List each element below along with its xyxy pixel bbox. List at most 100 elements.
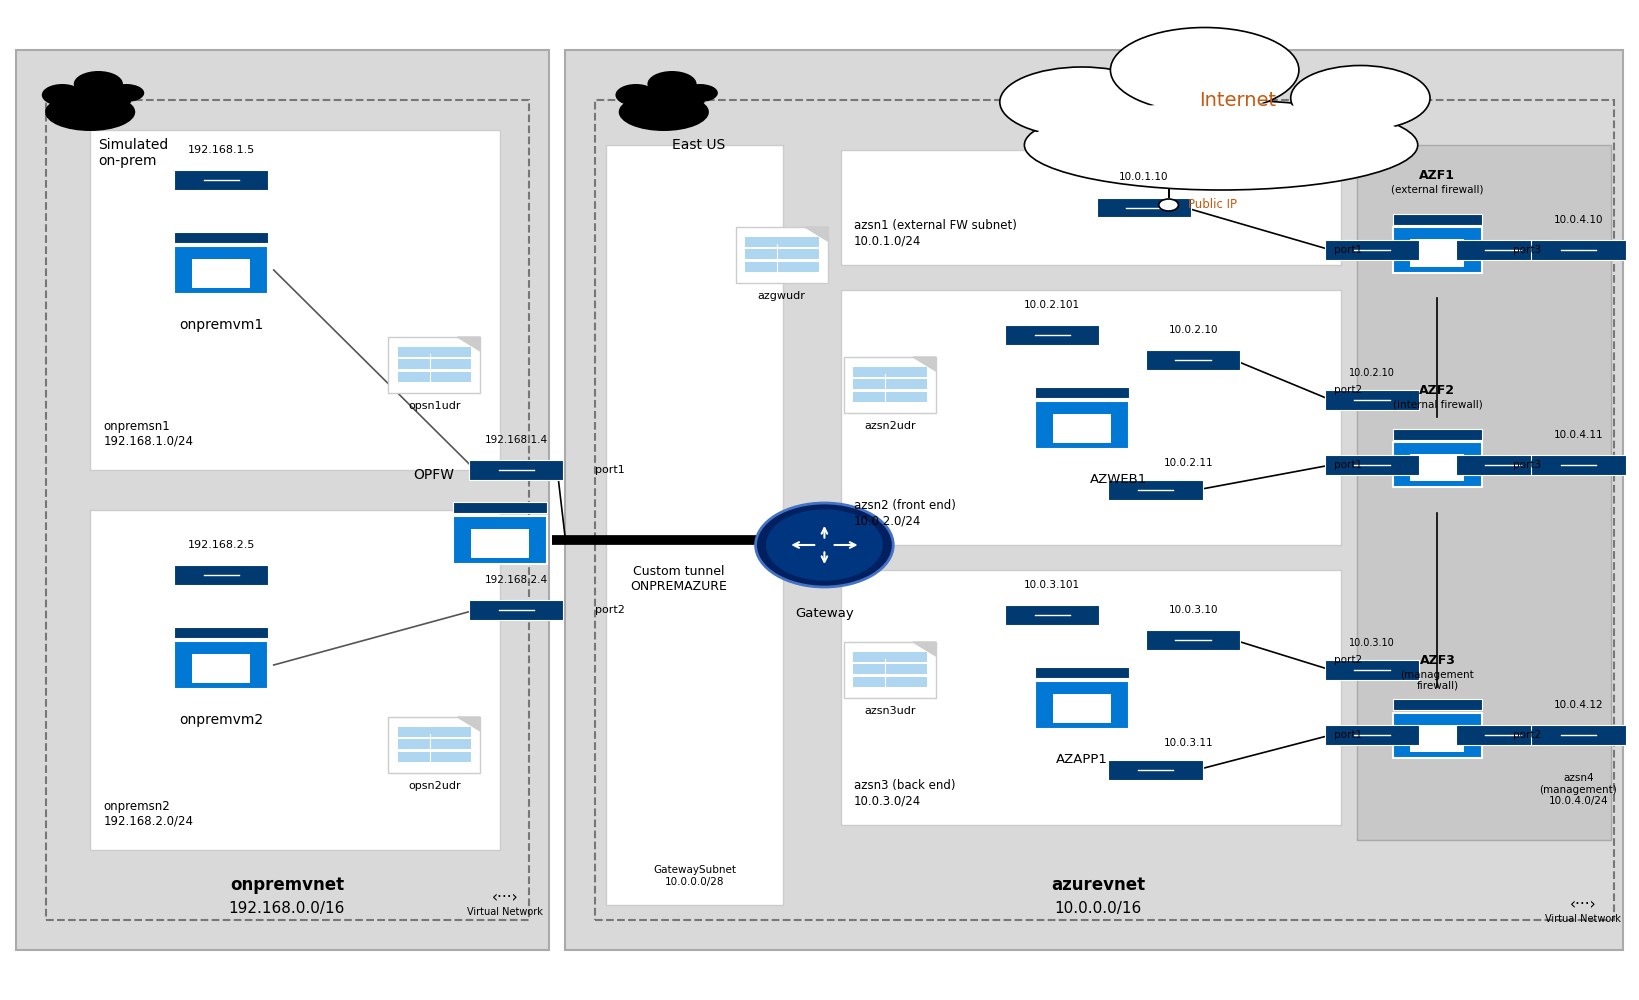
FancyBboxPatch shape (46, 100, 529, 920)
FancyBboxPatch shape (1034, 387, 1129, 398)
Text: 10.0.0.0/16: 10.0.0.0/16 (1054, 900, 1142, 916)
FancyBboxPatch shape (1108, 480, 1203, 500)
Ellipse shape (44, 93, 134, 131)
FancyBboxPatch shape (388, 717, 480, 773)
FancyBboxPatch shape (854, 392, 926, 402)
FancyBboxPatch shape (854, 664, 926, 674)
Text: AZF2: AZF2 (1419, 384, 1455, 397)
FancyBboxPatch shape (1324, 390, 1419, 410)
FancyBboxPatch shape (1531, 455, 1626, 475)
FancyBboxPatch shape (174, 246, 269, 294)
Text: VM: VM (215, 269, 228, 278)
FancyBboxPatch shape (174, 565, 269, 585)
Text: 192.168.0.0/16: 192.168.0.0/16 (228, 900, 346, 916)
FancyBboxPatch shape (746, 249, 818, 259)
Text: port1: port1 (1334, 730, 1362, 740)
FancyBboxPatch shape (1393, 429, 1482, 440)
FancyBboxPatch shape (1324, 240, 1419, 260)
FancyBboxPatch shape (470, 529, 529, 558)
Text: East US: East US (672, 138, 724, 152)
FancyBboxPatch shape (1393, 214, 1482, 225)
FancyBboxPatch shape (1410, 454, 1465, 481)
Ellipse shape (623, 97, 705, 107)
Circle shape (765, 509, 883, 581)
Text: port2: port2 (1334, 385, 1362, 395)
Text: 192.168.1.5: 192.168.1.5 (187, 145, 256, 155)
Text: 10.0.2.10: 10.0.2.10 (1349, 368, 1395, 378)
Text: azsn4
(management)
10.0.4.0/24: azsn4 (management) 10.0.4.0/24 (1539, 773, 1618, 806)
FancyBboxPatch shape (746, 237, 818, 247)
FancyBboxPatch shape (1410, 239, 1465, 266)
FancyBboxPatch shape (736, 227, 828, 283)
Text: VM: VM (1431, 734, 1444, 742)
Text: 10.0.4.11: 10.0.4.11 (1554, 430, 1603, 440)
FancyBboxPatch shape (1146, 630, 1241, 650)
Text: 10.0.3.10: 10.0.3.10 (1169, 605, 1218, 615)
FancyBboxPatch shape (174, 232, 269, 243)
Text: port3: port3 (1513, 460, 1541, 470)
Ellipse shape (87, 110, 93, 113)
Text: port2: port2 (595, 605, 624, 615)
FancyBboxPatch shape (1393, 442, 1482, 487)
Text: VM: VM (1431, 464, 1444, 473)
Text: port1: port1 (595, 465, 624, 475)
FancyBboxPatch shape (841, 290, 1341, 545)
FancyBboxPatch shape (565, 50, 1623, 950)
Text: 10.0.3.101: 10.0.3.101 (1024, 580, 1080, 590)
FancyBboxPatch shape (1357, 145, 1611, 840)
FancyBboxPatch shape (1324, 725, 1419, 745)
Text: (internal firewall): (internal firewall) (1393, 400, 1482, 410)
Text: 192.168.2.5: 192.168.2.5 (187, 540, 256, 550)
Ellipse shape (1028, 103, 1413, 188)
Text: azgwudr: azgwudr (757, 291, 806, 301)
Text: (external firewall): (external firewall) (1392, 185, 1483, 195)
Ellipse shape (616, 84, 656, 106)
FancyBboxPatch shape (1455, 240, 1550, 260)
FancyBboxPatch shape (606, 145, 783, 905)
Text: port3: port3 (1513, 245, 1541, 255)
Text: AZF3: AZF3 (1419, 654, 1455, 667)
Text: OPFW: OPFW (413, 468, 454, 482)
Text: VM: VM (493, 539, 506, 548)
FancyBboxPatch shape (844, 357, 936, 413)
Polygon shape (805, 227, 828, 241)
FancyBboxPatch shape (174, 170, 269, 190)
FancyBboxPatch shape (90, 130, 500, 470)
FancyBboxPatch shape (398, 359, 470, 369)
Text: onpremvnet: onpremvnet (229, 876, 344, 894)
FancyBboxPatch shape (192, 654, 251, 683)
Text: GatewaySubnet
10.0.0.0/28: GatewaySubnet 10.0.0.0/28 (654, 865, 736, 887)
Text: onpremvm1: onpremvm1 (179, 318, 264, 332)
FancyBboxPatch shape (1410, 724, 1465, 752)
Text: port2: port2 (1334, 655, 1362, 665)
Text: Internet: Internet (1198, 91, 1277, 109)
FancyBboxPatch shape (1393, 712, 1482, 758)
FancyBboxPatch shape (746, 262, 818, 272)
Text: 10.0.4.10: 10.0.4.10 (1554, 215, 1603, 225)
FancyBboxPatch shape (1324, 455, 1419, 475)
Text: onpremvm2: onpremvm2 (179, 713, 264, 727)
Text: Custom tunnel
ONPREMAZURE: Custom tunnel ONPREMAZURE (629, 565, 728, 593)
Ellipse shape (647, 71, 697, 97)
Text: onpremsn1
192.168.1.0/24: onpremsn1 192.168.1.0/24 (103, 420, 193, 448)
FancyBboxPatch shape (398, 347, 470, 357)
Ellipse shape (1110, 27, 1298, 112)
Text: Public IP: Public IP (1188, 198, 1237, 212)
Ellipse shape (43, 84, 82, 106)
FancyBboxPatch shape (1005, 325, 1100, 345)
Ellipse shape (682, 84, 718, 102)
FancyBboxPatch shape (1034, 401, 1129, 449)
Text: 192.168.2.4: 192.168.2.4 (485, 575, 547, 585)
Text: azsn1 (external FW subnet)
10.0.1.0/24: azsn1 (external FW subnet) 10.0.1.0/24 (854, 219, 1016, 247)
Text: port1: port1 (1334, 245, 1362, 255)
Polygon shape (457, 717, 480, 731)
FancyBboxPatch shape (1052, 414, 1111, 443)
Text: (management: (management (1401, 670, 1473, 680)
Text: 10.0.4.12: 10.0.4.12 (1554, 700, 1603, 710)
Polygon shape (913, 357, 936, 371)
FancyBboxPatch shape (16, 50, 549, 950)
Text: 10.0.3.10: 10.0.3.10 (1349, 638, 1395, 648)
Ellipse shape (620, 93, 708, 131)
Ellipse shape (661, 110, 667, 113)
Text: firewall): firewall) (1416, 681, 1459, 691)
